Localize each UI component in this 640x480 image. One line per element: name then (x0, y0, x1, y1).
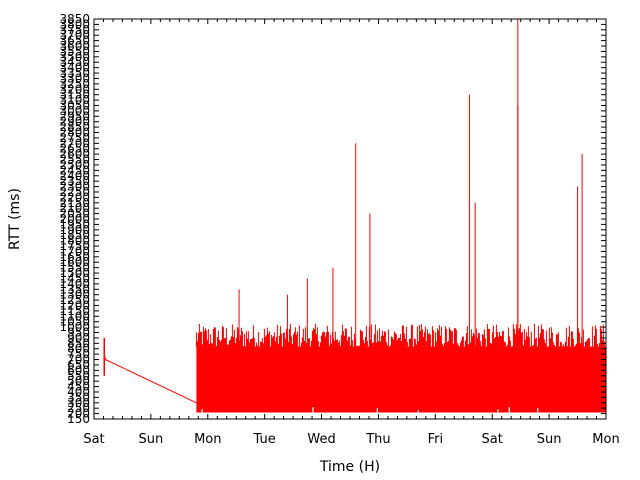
y-tick-label-53: 2800 (59, 126, 90, 140)
x-tick-label-4: Wed (307, 432, 335, 447)
y-tick-label-70: 3650 (59, 34, 90, 48)
x-tick-label-0: Sat (83, 432, 104, 447)
y-tick-label-38: 2050 (59, 207, 90, 221)
y-tick-label-8: 550 (67, 369, 90, 383)
y-tick-label-19: 1100 (59, 309, 90, 323)
y-tick-label-55: 2900 (59, 115, 90, 129)
y-tick-label-11: 700 (67, 353, 90, 367)
y-tick-label-31: 1700 (59, 244, 90, 258)
y-tick-label-28: 1550 (59, 261, 90, 275)
y-tick-label-61: 3200 (59, 82, 90, 96)
y-tick-label-67: 3500 (59, 50, 90, 64)
y-tick-label-45: 2400 (59, 169, 90, 183)
y-tick-label-35: 1900 (59, 223, 90, 237)
y-tick-label-63: 3300 (59, 71, 90, 85)
y-tick-label-6: 450 (67, 380, 90, 394)
y-tick-label-37: 2000 (59, 212, 90, 226)
y-tick-label-65: 3400 (59, 61, 90, 75)
y-tick-label-4: 350 (67, 390, 90, 404)
y-tick-label-24: 1350 (59, 282, 90, 296)
y-tick-label-48: 2550 (59, 153, 90, 167)
y-tick-label-20: 1150 (59, 304, 90, 318)
y-tick-label-34: 1850 (59, 228, 90, 242)
y-tick-label-10: 650 (67, 358, 90, 372)
y-tick-label-9: 600 (67, 363, 90, 377)
y-tick-label-62: 3250 (59, 77, 90, 91)
y-tick-label-33: 1800 (59, 234, 90, 248)
y-tick-label-47: 2500 (59, 158, 90, 172)
y-tick-label-16: 950 (67, 326, 90, 340)
y-tick-label-40: 2150 (59, 196, 90, 210)
y-tick-label-7: 500 (67, 374, 90, 388)
x-tick-label-2: Mon (194, 432, 221, 447)
x-tick-label-7: Sat (482, 432, 503, 447)
y-tick-label-22: 1250 (59, 293, 90, 307)
y-tick-label-12: 750 (67, 347, 90, 361)
y-tick-label-15: 900 (67, 331, 90, 345)
y-tick-label-5: 400 (67, 385, 90, 399)
tick-layer: 1502002503003504004505005506006507007508… (59, 12, 619, 447)
y-tick-label-73: 3800 (59, 17, 90, 31)
y-tick-label-13: 800 (67, 342, 90, 356)
y-tick-label-51: 2700 (59, 136, 90, 150)
y-tick-label-3: 300 (67, 396, 90, 410)
y-tick-label-52: 2750 (59, 131, 90, 145)
y-tick-label-46: 2450 (59, 163, 90, 177)
y-axis-label: RTT (ms) (7, 188, 23, 250)
y-tick-label-54: 2850 (59, 120, 90, 134)
y-tick-label-30: 1650 (59, 250, 90, 264)
y-tick-label-39: 2100 (59, 201, 90, 215)
y-tick-label-71: 3700 (59, 28, 90, 42)
y-tick-label-2: 250 (67, 401, 90, 415)
x-tick-label-1: Sun (139, 432, 164, 447)
y-tick-label-21: 1200 (59, 298, 90, 312)
y-tick-label-42: 2250 (59, 185, 90, 199)
y-tick-label-27: 1500 (59, 266, 90, 280)
y-tick-label-41: 2200 (59, 190, 90, 204)
y-tick-label-0: 150 (67, 412, 90, 426)
y-tick-label-60: 3150 (59, 88, 90, 102)
x-tick-label-5: Thu (365, 432, 390, 447)
y-tick-label-72: 3750 (59, 23, 90, 37)
y-tick-label-1: 200 (67, 407, 90, 421)
y-tick-label-23: 1300 (59, 288, 90, 302)
data-layer (103, 19, 606, 413)
y-tick-label-17: 1000 (59, 320, 90, 334)
y-tick-label-64: 3350 (59, 66, 90, 80)
y-tick-label-74: 3850 (59, 12, 90, 26)
y-tick-label-57: 3000 (59, 104, 90, 118)
y-tick-label-32: 1750 (59, 239, 90, 253)
y-tick-label-36: 1950 (59, 217, 90, 231)
y-tick-label-68: 3550 (59, 44, 90, 58)
y-tick-label-66: 3450 (59, 55, 90, 69)
y-tick-label-14: 850 (67, 336, 90, 350)
y-tick-label-56: 2950 (59, 109, 90, 123)
x-tick-label-9: Mon (592, 432, 619, 447)
x-tick-label-6: Fri (428, 432, 444, 447)
x-tick-label-8: Sun (537, 432, 562, 447)
y-tick-label-25: 1400 (59, 277, 90, 291)
y-tick-label-69: 3600 (59, 39, 90, 53)
y-tick-label-59: 3100 (59, 93, 90, 107)
y-tick-label-43: 2300 (59, 180, 90, 194)
y-tick-label-26: 1450 (59, 271, 90, 285)
y-tick-label-50: 2650 (59, 142, 90, 156)
y-tick-label-44: 2350 (59, 174, 90, 188)
x-axis-label: Time (H) (319, 459, 380, 475)
y-tick-label-49: 2600 (59, 147, 90, 161)
y-tick-label-58: 3050 (59, 98, 90, 112)
x-tick-label-3: Tue (253, 432, 276, 447)
y-tick-label-18: 1050 (59, 315, 90, 329)
y-tick-label-29: 1600 (59, 255, 90, 269)
series-dense-band (196, 346, 606, 413)
